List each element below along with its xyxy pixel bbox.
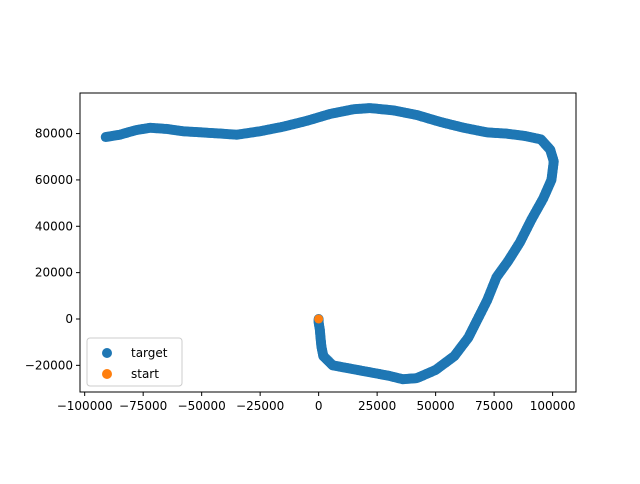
legend-start-marker bbox=[102, 369, 112, 379]
start-series bbox=[314, 314, 324, 324]
target-series bbox=[100, 103, 559, 385]
start-point bbox=[314, 314, 324, 324]
legend: target start bbox=[86, 337, 183, 387]
y-tick-label: 0 bbox=[65, 312, 73, 326]
y-tick-label: 80000 bbox=[35, 127, 73, 141]
x-tick-label: 75000 bbox=[475, 399, 513, 413]
x-tick-label: −50000 bbox=[178, 399, 226, 413]
x-tick-label: −100000 bbox=[57, 399, 113, 413]
x-tick-label: 50000 bbox=[417, 399, 455, 413]
x-tick-label: 25000 bbox=[358, 399, 396, 413]
x-tick-label: −75000 bbox=[119, 399, 167, 413]
x-tick-label: 0 bbox=[315, 399, 323, 413]
y-tick-label: −20000 bbox=[25, 358, 73, 372]
y-tick-label: 60000 bbox=[35, 173, 73, 187]
x-tick-label: −25000 bbox=[236, 399, 284, 413]
y-axis: −20000 0 20000 40000 60000 80000 bbox=[25, 127, 80, 372]
y-tick-label: 20000 bbox=[35, 266, 73, 280]
legend-target-label: target bbox=[131, 346, 168, 360]
x-axis: −100000 −75000 −50000 −25000 0 25000 50000 7500… bbox=[57, 392, 576, 413]
x-tick-label: 100000 bbox=[530, 399, 576, 413]
legend-start-label: start bbox=[131, 367, 159, 381]
y-tick-label: 40000 bbox=[35, 219, 73, 233]
plot-frame bbox=[79, 92, 577, 393]
legend-target-marker bbox=[102, 348, 112, 358]
